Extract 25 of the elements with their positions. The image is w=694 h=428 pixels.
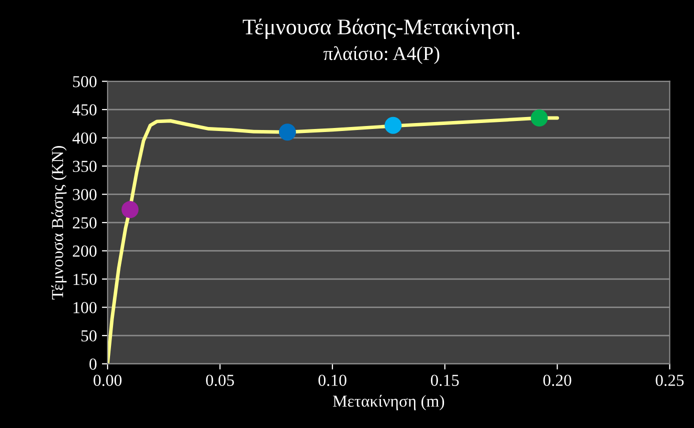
y-tick-label: 400 <box>72 132 97 144</box>
point <box>530 110 548 127</box>
x-axis-title: Μετακίνηση (m) <box>332 394 444 410</box>
x-tick-label: 0.05 <box>206 374 234 386</box>
y-tick-label: 100 <box>74 302 97 314</box>
x-tick-label: 0.25 <box>656 374 684 386</box>
y-tick-label: 0 <box>89 358 97 370</box>
y-tick-label: 500 <box>73 76 97 88</box>
y-tick-label: 50 <box>81 330 97 342</box>
point <box>384 116 402 134</box>
y-tick-label: 350 <box>72 160 97 172</box>
x-tick-label: 0.10 <box>318 374 346 386</box>
chart-title: Τέμνουσα Βάσης-Μετακίνηση. <box>242 18 520 39</box>
x-tick-label: 0.00 <box>94 374 122 386</box>
y-tick-label: 150 <box>74 274 97 286</box>
x-tick-label: 0.15 <box>430 374 459 386</box>
x-tick-label: 0.20 <box>543 374 572 386</box>
y-axis-title: Τέμνουσα Βάσης (KN) <box>51 146 67 300</box>
point <box>278 124 296 141</box>
chart-subtitle: πλαίσιο: A4(P) <box>324 46 440 64</box>
point <box>122 201 139 218</box>
y-tick-label: 450 <box>72 104 97 116</box>
y-tick-label: 200 <box>72 246 97 257</box>
y-tick-label: 250 <box>72 217 97 229</box>
y-tick-label: 300 <box>72 189 97 200</box>
